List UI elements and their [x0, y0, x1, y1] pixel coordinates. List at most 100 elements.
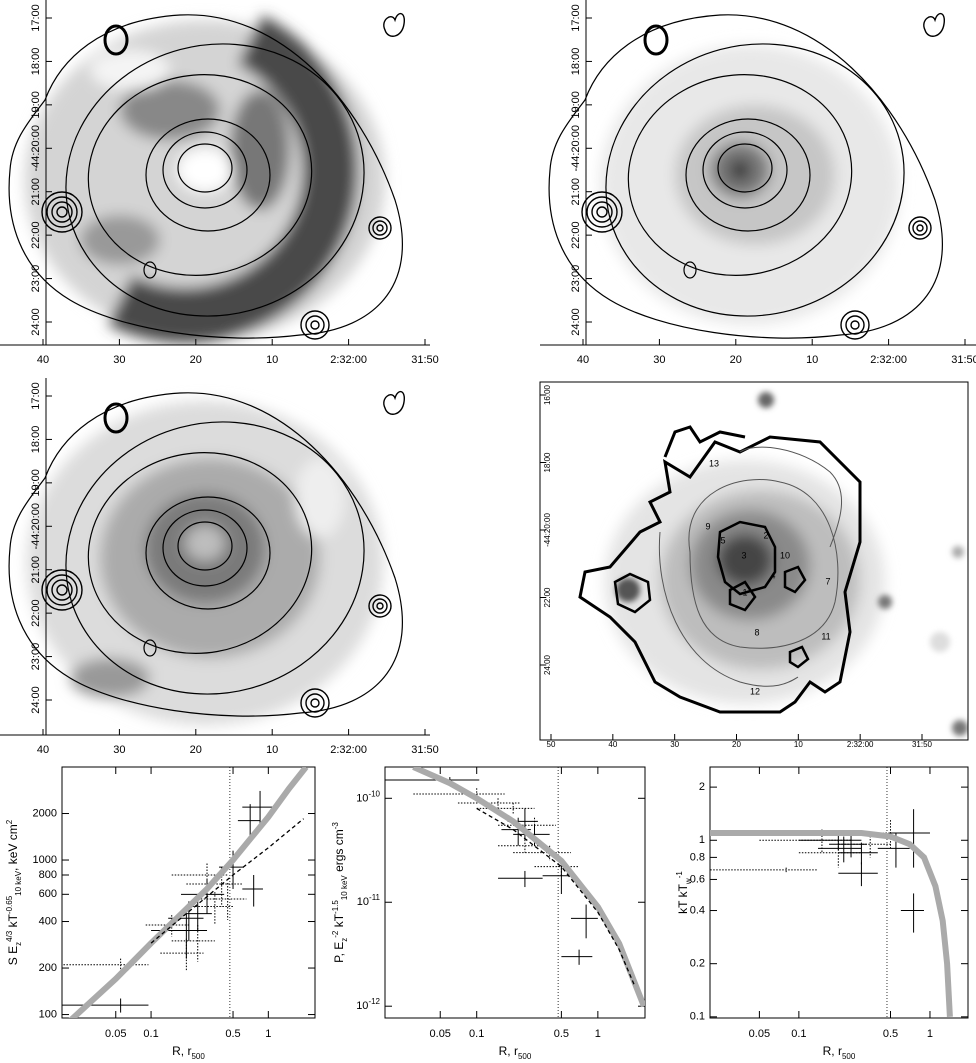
- map-image: [25, 15, 385, 343]
- y-tick-label: 600: [39, 888, 57, 900]
- map-y-label: 17:00: [30, 382, 42, 410]
- contour: [596, 206, 608, 218]
- map-panel: [548, 13, 946, 340]
- tick-base: 10: [357, 896, 369, 908]
- contour: [840, 310, 870, 340]
- contour: [845, 315, 865, 335]
- region-label: 1: [742, 587, 747, 597]
- region-label: 8: [754, 627, 759, 637]
- contour: [305, 693, 325, 713]
- contour: [578, 435, 862, 714]
- contour: [300, 688, 330, 718]
- map-y-label: 23:00: [570, 265, 582, 293]
- label-part: R, r: [499, 1044, 518, 1058]
- map-blob: [87, 452, 313, 654]
- map-blob: [230, 90, 290, 210]
- label-part: -1: [675, 871, 684, 879]
- y-axis-label: kT kTw-1: [675, 871, 693, 914]
- plot-area: [62, 767, 309, 1018]
- map-x-label: 20: [190, 354, 202, 366]
- map-y-label: 23:00: [30, 265, 42, 293]
- map-y-label: -44:20:00: [30, 503, 42, 549]
- x-tick-label: 0.5: [883, 1028, 898, 1040]
- contour: [300, 310, 330, 340]
- region-label: 5: [720, 535, 725, 545]
- map-blob: [177, 148, 233, 192]
- contour: [56, 584, 68, 596]
- contour: [376, 602, 384, 610]
- map-y-label: 16:00: [543, 384, 552, 405]
- label-part: 4/3: [5, 930, 14, 942]
- x-tick-label: 1: [595, 1028, 601, 1040]
- model-curve: [710, 830, 953, 1017]
- tick-exponent: -12: [368, 997, 380, 1006]
- plot-area: [710, 767, 953, 1018]
- y-tick-label: 800: [39, 869, 57, 881]
- model-curve: [412, 767, 645, 1008]
- map-image: [27, 401, 383, 725]
- map-blob: [952, 546, 964, 558]
- map-content: [578, 392, 968, 736]
- map-x-label: 2:32:00: [330, 354, 367, 366]
- map-blob: [717, 143, 773, 193]
- map-blob: [80, 215, 160, 265]
- x-tick-label: 1: [265, 1028, 271, 1040]
- contour: [368, 594, 392, 618]
- map-y-label: 18:00: [30, 426, 42, 454]
- map-blob: [162, 509, 248, 587]
- map-y-label: 24:00: [543, 654, 552, 675]
- label-part: 2: [5, 819, 14, 824]
- label-part: 500: [191, 1052, 205, 1061]
- label-part: 10 keV: [340, 875, 349, 901]
- contour: [916, 224, 924, 232]
- label-part: w: [684, 878, 693, 885]
- contour: [850, 320, 860, 330]
- contour: [739, 446, 843, 548]
- contour: [46, 196, 78, 228]
- contour: [51, 579, 73, 601]
- map-x-label: 30: [653, 354, 665, 366]
- contour: [41, 569, 83, 611]
- map-panel: [8, 391, 406, 725]
- region-label: 2: [763, 530, 768, 540]
- map-image: [600, 45, 900, 325]
- x-tick-label: 0.05: [430, 1028, 451, 1040]
- region-label: 4: [770, 570, 775, 580]
- contour: [310, 698, 320, 708]
- contour: [310, 320, 320, 330]
- map-blob: [145, 496, 271, 610]
- label-part: kT: [6, 913, 20, 930]
- map-frame: [539, 381, 969, 741]
- map-blob: [143, 261, 157, 279]
- x-tick-label: 0.5: [554, 1028, 569, 1040]
- map-y-label: 18:00: [543, 452, 552, 473]
- map-panel: [578, 392, 968, 736]
- region-label: 7: [825, 576, 830, 586]
- map-blob: [643, 24, 669, 56]
- map-blob: [103, 402, 129, 434]
- map-x-label: 10: [266, 744, 278, 756]
- contour: [383, 391, 406, 415]
- label-part: z: [14, 942, 23, 946]
- map-blob: [627, 74, 853, 276]
- plot-area: [385, 767, 645, 1018]
- tick-base: 10: [356, 1000, 368, 1012]
- x-tick-label: 0.05: [749, 1028, 770, 1040]
- model-dashed: [150, 818, 305, 944]
- map-content: [548, 13, 946, 340]
- map-x-label: 10: [806, 354, 818, 366]
- map-x-label: 31:50: [411, 354, 439, 366]
- map-x-label: 10: [266, 354, 278, 366]
- map-blob: [162, 131, 248, 209]
- region-label: 11: [821, 631, 830, 641]
- map-x-label: 2:32:00: [847, 740, 874, 749]
- tick-exponent: -10: [368, 789, 380, 798]
- map-content: [8, 391, 406, 725]
- contour: [8, 14, 403, 339]
- contour: [728, 580, 757, 612]
- map-blob: [120, 80, 220, 140]
- map-y-label: 22:00: [30, 599, 42, 627]
- map-y-label: 19:00: [570, 91, 582, 119]
